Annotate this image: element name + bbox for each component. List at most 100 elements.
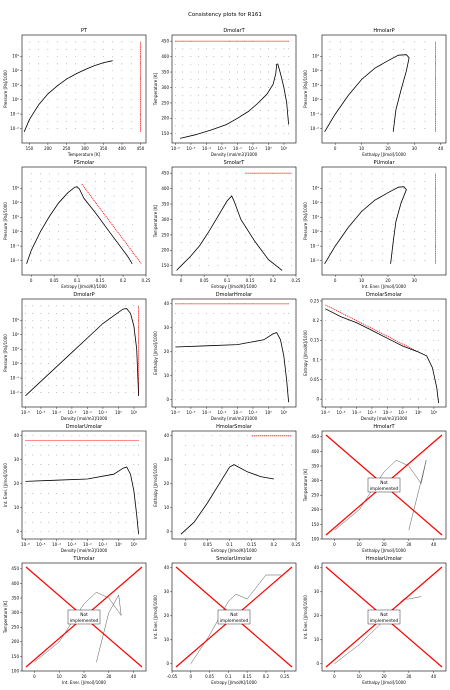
state-point [275, 48, 277, 50]
x-tick-label: 0.25 [292, 542, 301, 547]
state-point [29, 70, 30, 72]
state-point [402, 339, 404, 341]
state-point [25, 435, 26, 437]
state-point [288, 351, 289, 353]
state-point [424, 55, 426, 57]
state-point [340, 245, 341, 247]
state-point [371, 398, 373, 400]
state-point [281, 180, 283, 182]
state-point [175, 125, 176, 127]
state-point [138, 454, 139, 456]
state-point [340, 398, 342, 400]
state-point [32, 392, 34, 393]
state-point [413, 49, 415, 50]
state-point [217, 203, 219, 205]
state-point [32, 493, 34, 494]
state-point [118, 445, 119, 446]
x-tick-label: 10⁻² [233, 410, 242, 415]
state-point [340, 209, 341, 211]
state-point [208, 249, 210, 251]
state-point [217, 249, 219, 251]
state-point [103, 99, 104, 101]
state-point [84, 49, 86, 50]
state-point [226, 249, 228, 251]
state-point [47, 435, 49, 437]
state-point [244, 87, 246, 88]
state-point [63, 512, 65, 513]
state-point [329, 216, 331, 218]
state-point [272, 188, 274, 189]
state-point [245, 242, 246, 243]
state-point [332, 320, 334, 321]
y-tick-label: 0.15 [310, 338, 319, 343]
state-point [78, 319, 80, 321]
state-point [361, 106, 362, 108]
state-point [435, 113, 436, 115]
state-point [40, 216, 41, 218]
state-point [58, 195, 60, 197]
state-point [387, 379, 388, 380]
state-point [193, 454, 195, 456]
state-point [56, 356, 57, 358]
state-point [275, 313, 277, 314]
state-point [283, 380, 285, 381]
state-point [175, 370, 176, 372]
y-tick-label: 10³ [12, 54, 19, 59]
state-point [130, 84, 132, 86]
state-point [424, 231, 426, 233]
state-point [363, 349, 365, 351]
x-tick-label: 300 [81, 146, 89, 151]
x-tick-label: 0.05 [50, 278, 59, 283]
state-point [113, 253, 115, 255]
state-point [85, 209, 87, 211]
y-tick-label: 250 [161, 232, 169, 237]
state-point [109, 356, 111, 358]
state-point [78, 473, 80, 475]
state-point [184, 435, 186, 437]
state-point [190, 211, 191, 213]
state-point [56, 454, 57, 456]
state-point [63, 319, 65, 321]
state-point [403, 113, 405, 115]
state-point [67, 260, 69, 261]
state-point [255, 493, 257, 494]
state-point [66, 92, 67, 94]
state-point [49, 260, 50, 261]
state-point [418, 339, 419, 341]
state-point [208, 242, 210, 243]
state-point [71, 356, 73, 358]
state-point [329, 70, 331, 72]
state-point [235, 203, 237, 205]
y-tick-label: 150 [161, 131, 169, 136]
state-point [76, 245, 78, 247]
state-point [133, 502, 135, 504]
state-point [402, 320, 404, 321]
state-point [418, 388, 419, 390]
y-tick-label: 150 [311, 522, 319, 527]
state-point [118, 341, 119, 343]
state-point [78, 392, 80, 393]
state-point [180, 242, 182, 243]
state-point [125, 327, 127, 329]
state-point [118, 392, 119, 393]
state-point [371, 99, 373, 101]
state-point [202, 464, 204, 465]
state-point [118, 319, 119, 321]
state-point [131, 173, 133, 175]
state-point [56, 77, 58, 79]
state-point [356, 369, 357, 371]
state-point [413, 216, 415, 218]
state-point [71, 334, 73, 336]
state-point [94, 313, 96, 314]
state-point [363, 369, 365, 371]
state-point [226, 265, 228, 267]
state-point [371, 245, 373, 247]
state-point [95, 260, 96, 261]
state-point [413, 70, 415, 72]
state-point [263, 188, 265, 189]
state-point [125, 348, 127, 350]
state-point [93, 128, 95, 129]
state-point [244, 56, 246, 57]
state-point [273, 454, 275, 456]
state-point [130, 70, 132, 72]
